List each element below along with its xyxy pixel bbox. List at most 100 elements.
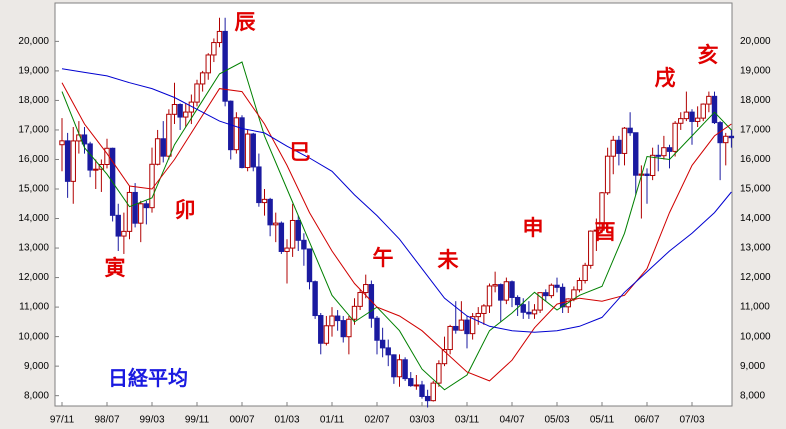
candle-body <box>464 319 470 335</box>
candle-body <box>346 318 352 338</box>
y-tick-label-right: 13,000 <box>740 243 771 254</box>
candle-body <box>351 305 358 320</box>
candle-body <box>503 281 510 301</box>
x-tick-label: 99/11 <box>185 415 210 426</box>
plot-area <box>54 2 733 407</box>
candle-body <box>199 72 206 85</box>
candle-body <box>64 140 71 182</box>
annotation: 午 <box>373 246 394 270</box>
x-tick-label: 01/11 <box>320 415 345 426</box>
annotation: 申 <box>523 216 544 240</box>
candle-body <box>700 103 706 119</box>
candle-body <box>413 384 420 387</box>
y-tick-label-right: 17,000 <box>740 125 771 136</box>
candle-body <box>481 305 487 314</box>
candle-body <box>419 384 425 397</box>
y-tick-label-right: 11,000 <box>740 302 770 313</box>
candle-body <box>644 173 650 177</box>
candle-body <box>610 139 616 157</box>
moving-average-line <box>61 82 732 382</box>
candle-body <box>81 134 88 145</box>
candle-body <box>374 317 380 341</box>
candle-body <box>115 214 121 237</box>
x-tick-label: 06/07 <box>634 415 659 426</box>
x-tick-label: 99/03 <box>139 415 164 426</box>
moving-average-line <box>61 68 732 333</box>
candle-body <box>509 281 515 298</box>
candle-body <box>492 284 498 287</box>
candle-body <box>301 239 307 250</box>
y-tick-label: 11,000 <box>19 302 49 313</box>
candle-body <box>132 191 138 224</box>
candle-body <box>318 315 324 344</box>
candle-body <box>711 95 718 124</box>
y-tick-label-right: 20,000 <box>740 36 771 47</box>
candle-body <box>408 378 414 387</box>
y-tick-label-right: 18,000 <box>740 95 771 106</box>
y-tick-label-right: 8,000 <box>740 390 765 401</box>
candle-body <box>273 222 279 226</box>
candle-body <box>655 154 661 157</box>
y-tick-label-right: 19,000 <box>740 66 771 77</box>
candle-body <box>593 229 600 232</box>
candle-body <box>267 198 273 226</box>
candle-body <box>728 135 735 139</box>
candle-body <box>244 133 251 169</box>
candle-body <box>582 264 588 282</box>
candle-body <box>514 296 521 306</box>
candle-body <box>683 111 690 120</box>
candle-body <box>633 132 639 176</box>
candle-body <box>453 325 459 331</box>
candle-body <box>694 117 701 122</box>
candle-body <box>126 191 133 232</box>
x-tick-label: 04/07 <box>499 415 524 426</box>
x-tick-label: 03/03 <box>409 415 434 426</box>
candle-body <box>166 113 172 157</box>
candle-body <box>306 248 313 283</box>
candle-body <box>154 138 161 165</box>
candle-body <box>717 122 723 144</box>
candle-body <box>256 166 262 204</box>
annotation: 未 <box>438 248 459 272</box>
candle-body <box>402 359 408 380</box>
candle-body <box>149 163 155 209</box>
candle-body <box>329 315 335 327</box>
y-tick-label-right: 10,000 <box>740 331 771 342</box>
annotation: 寅 <box>105 256 126 280</box>
candle-body <box>706 95 712 105</box>
candle-body <box>548 284 555 297</box>
x-tick-label: 05/03 <box>544 415 569 426</box>
y-tick-label-right: 16,000 <box>740 154 771 165</box>
y-tick-label: 12,000 <box>18 272 49 283</box>
y-tick-label-right: 14,000 <box>740 213 771 224</box>
candle-body <box>475 312 481 318</box>
candle-body <box>649 154 656 177</box>
candle-body <box>70 140 76 182</box>
candle-body <box>543 292 549 297</box>
candle-body <box>250 133 256 168</box>
candle-body <box>289 219 296 249</box>
candle-body <box>672 122 678 152</box>
x-tick-label: 97/11 <box>50 415 75 426</box>
candle-body <box>160 138 166 157</box>
x-tick-label: 98/07 <box>94 415 119 426</box>
y-tick-label: 15,000 <box>18 184 49 195</box>
candle-body <box>526 311 532 315</box>
candle-body <box>222 30 228 102</box>
candle-body <box>520 304 526 313</box>
candle-body <box>469 316 476 335</box>
candle-body <box>295 219 301 241</box>
candle-body <box>678 118 684 124</box>
candle-body <box>205 54 211 74</box>
candle-body <box>93 168 99 171</box>
annotation: 戌 <box>655 66 676 90</box>
candle-body <box>554 284 560 288</box>
y-tick-label: 13,000 <box>18 243 49 254</box>
candle-body <box>486 285 493 307</box>
candle-body <box>340 320 346 338</box>
candle-body <box>424 395 431 402</box>
x-tick-label: 00/07 <box>229 415 254 426</box>
candle-body <box>447 325 453 351</box>
